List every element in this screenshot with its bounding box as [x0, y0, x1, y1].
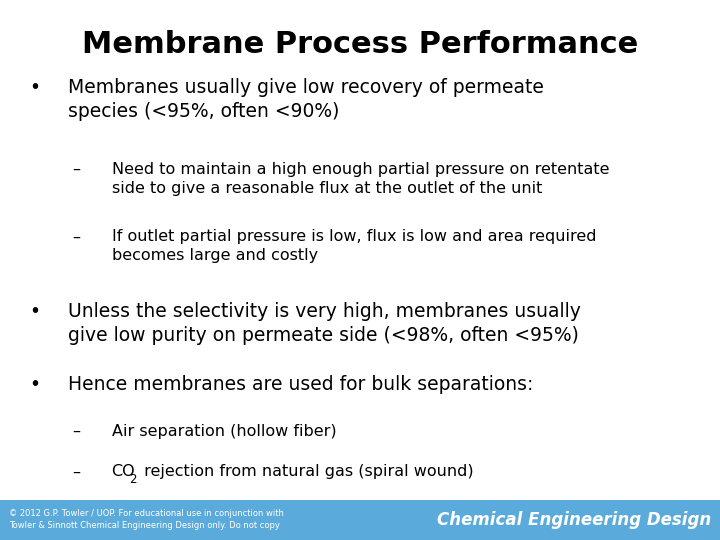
Text: Chemical Engineering Design: Chemical Engineering Design [437, 511, 711, 529]
Bar [0, 500, 720, 540]
Text: –: – [72, 230, 80, 245]
Text: Air separation (hollow fiber): Air separation (hollow fiber) [112, 424, 336, 439]
Text: Need to maintain a high enough partial pressure on retentate
side to give a reas: Need to maintain a high enough partial p… [112, 162, 609, 195]
Text: –: – [72, 505, 80, 520]
Text: Membrane Process Performance: Membrane Process Performance [82, 30, 638, 59]
Text: •: • [29, 375, 40, 394]
Text: Unless the selectivity is very high, membranes usually
give low purity on permea: Unless the selectivity is very high, mem… [68, 302, 581, 345]
Text: 2: 2 [129, 473, 136, 486]
Text: 2: 2 [123, 514, 130, 526]
Text: recovery from mixtures with methane (hollow fiber): recovery from mixtures with methane (hol… [133, 505, 555, 520]
Text: CO: CO [112, 464, 135, 480]
Text: –: – [72, 424, 80, 439]
Text: rejection from natural gas (spiral wound): rejection from natural gas (spiral wound… [139, 464, 474, 480]
Text: Membranes usually give low recovery of permeate
species (<95%, often <90%): Membranes usually give low recovery of p… [68, 78, 544, 121]
Text: •: • [29, 302, 40, 321]
Text: If outlet partial pressure is low, flux is low and area required
becomes large a: If outlet partial pressure is low, flux … [112, 230, 596, 263]
Text: •: • [29, 78, 40, 97]
Text: –: – [72, 464, 80, 480]
Text: –: – [72, 162, 80, 177]
Text: © 2012 G.P. Towler / UOP. For educational use in conjunction with
Towler & Sinno: © 2012 G.P. Towler / UOP. For educationa… [9, 509, 284, 530]
Text: Hence membranes are used for bulk separations:: Hence membranes are used for bulk separa… [68, 375, 534, 394]
Text: H: H [112, 505, 124, 520]
